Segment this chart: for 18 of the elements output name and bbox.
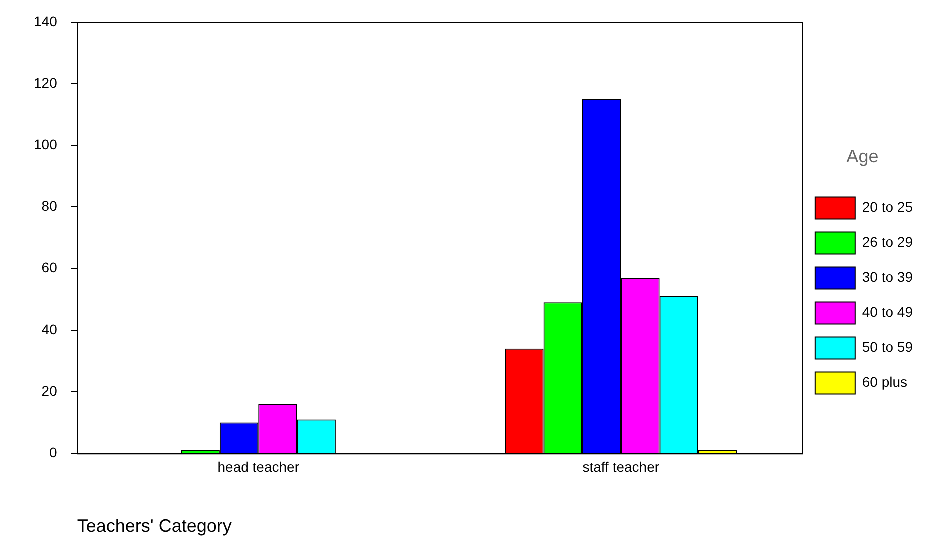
legend-label: 26 to 29: [862, 234, 914, 250]
legend-label: 40 to 49: [862, 304, 914, 320]
y-tick-label: 140: [34, 13, 58, 30]
legend-label: 20 to 25: [862, 199, 914, 216]
x-tick-label: staff teacher: [582, 458, 660, 475]
y-tick-label: 80: [42, 198, 58, 214]
y-tick-label: 0: [50, 444, 58, 460]
y-tick-label: 40: [42, 321, 58, 338]
x-axis-title: Teachers' Category: [77, 516, 232, 536]
legend-title: Age: [846, 146, 879, 167]
legend-label: 30 to 39: [862, 269, 914, 286]
y-tick-label: 120: [34, 74, 58, 91]
y-tick-label: 60: [42, 260, 58, 276]
y-tick-label: 20: [42, 382, 58, 399]
legend-label: 60 plus: [862, 374, 908, 390]
y-tick-label: 100: [34, 136, 58, 152]
legend-label: 50 to 59: [862, 339, 914, 356]
x-tick-label: head teacher: [218, 458, 300, 475]
